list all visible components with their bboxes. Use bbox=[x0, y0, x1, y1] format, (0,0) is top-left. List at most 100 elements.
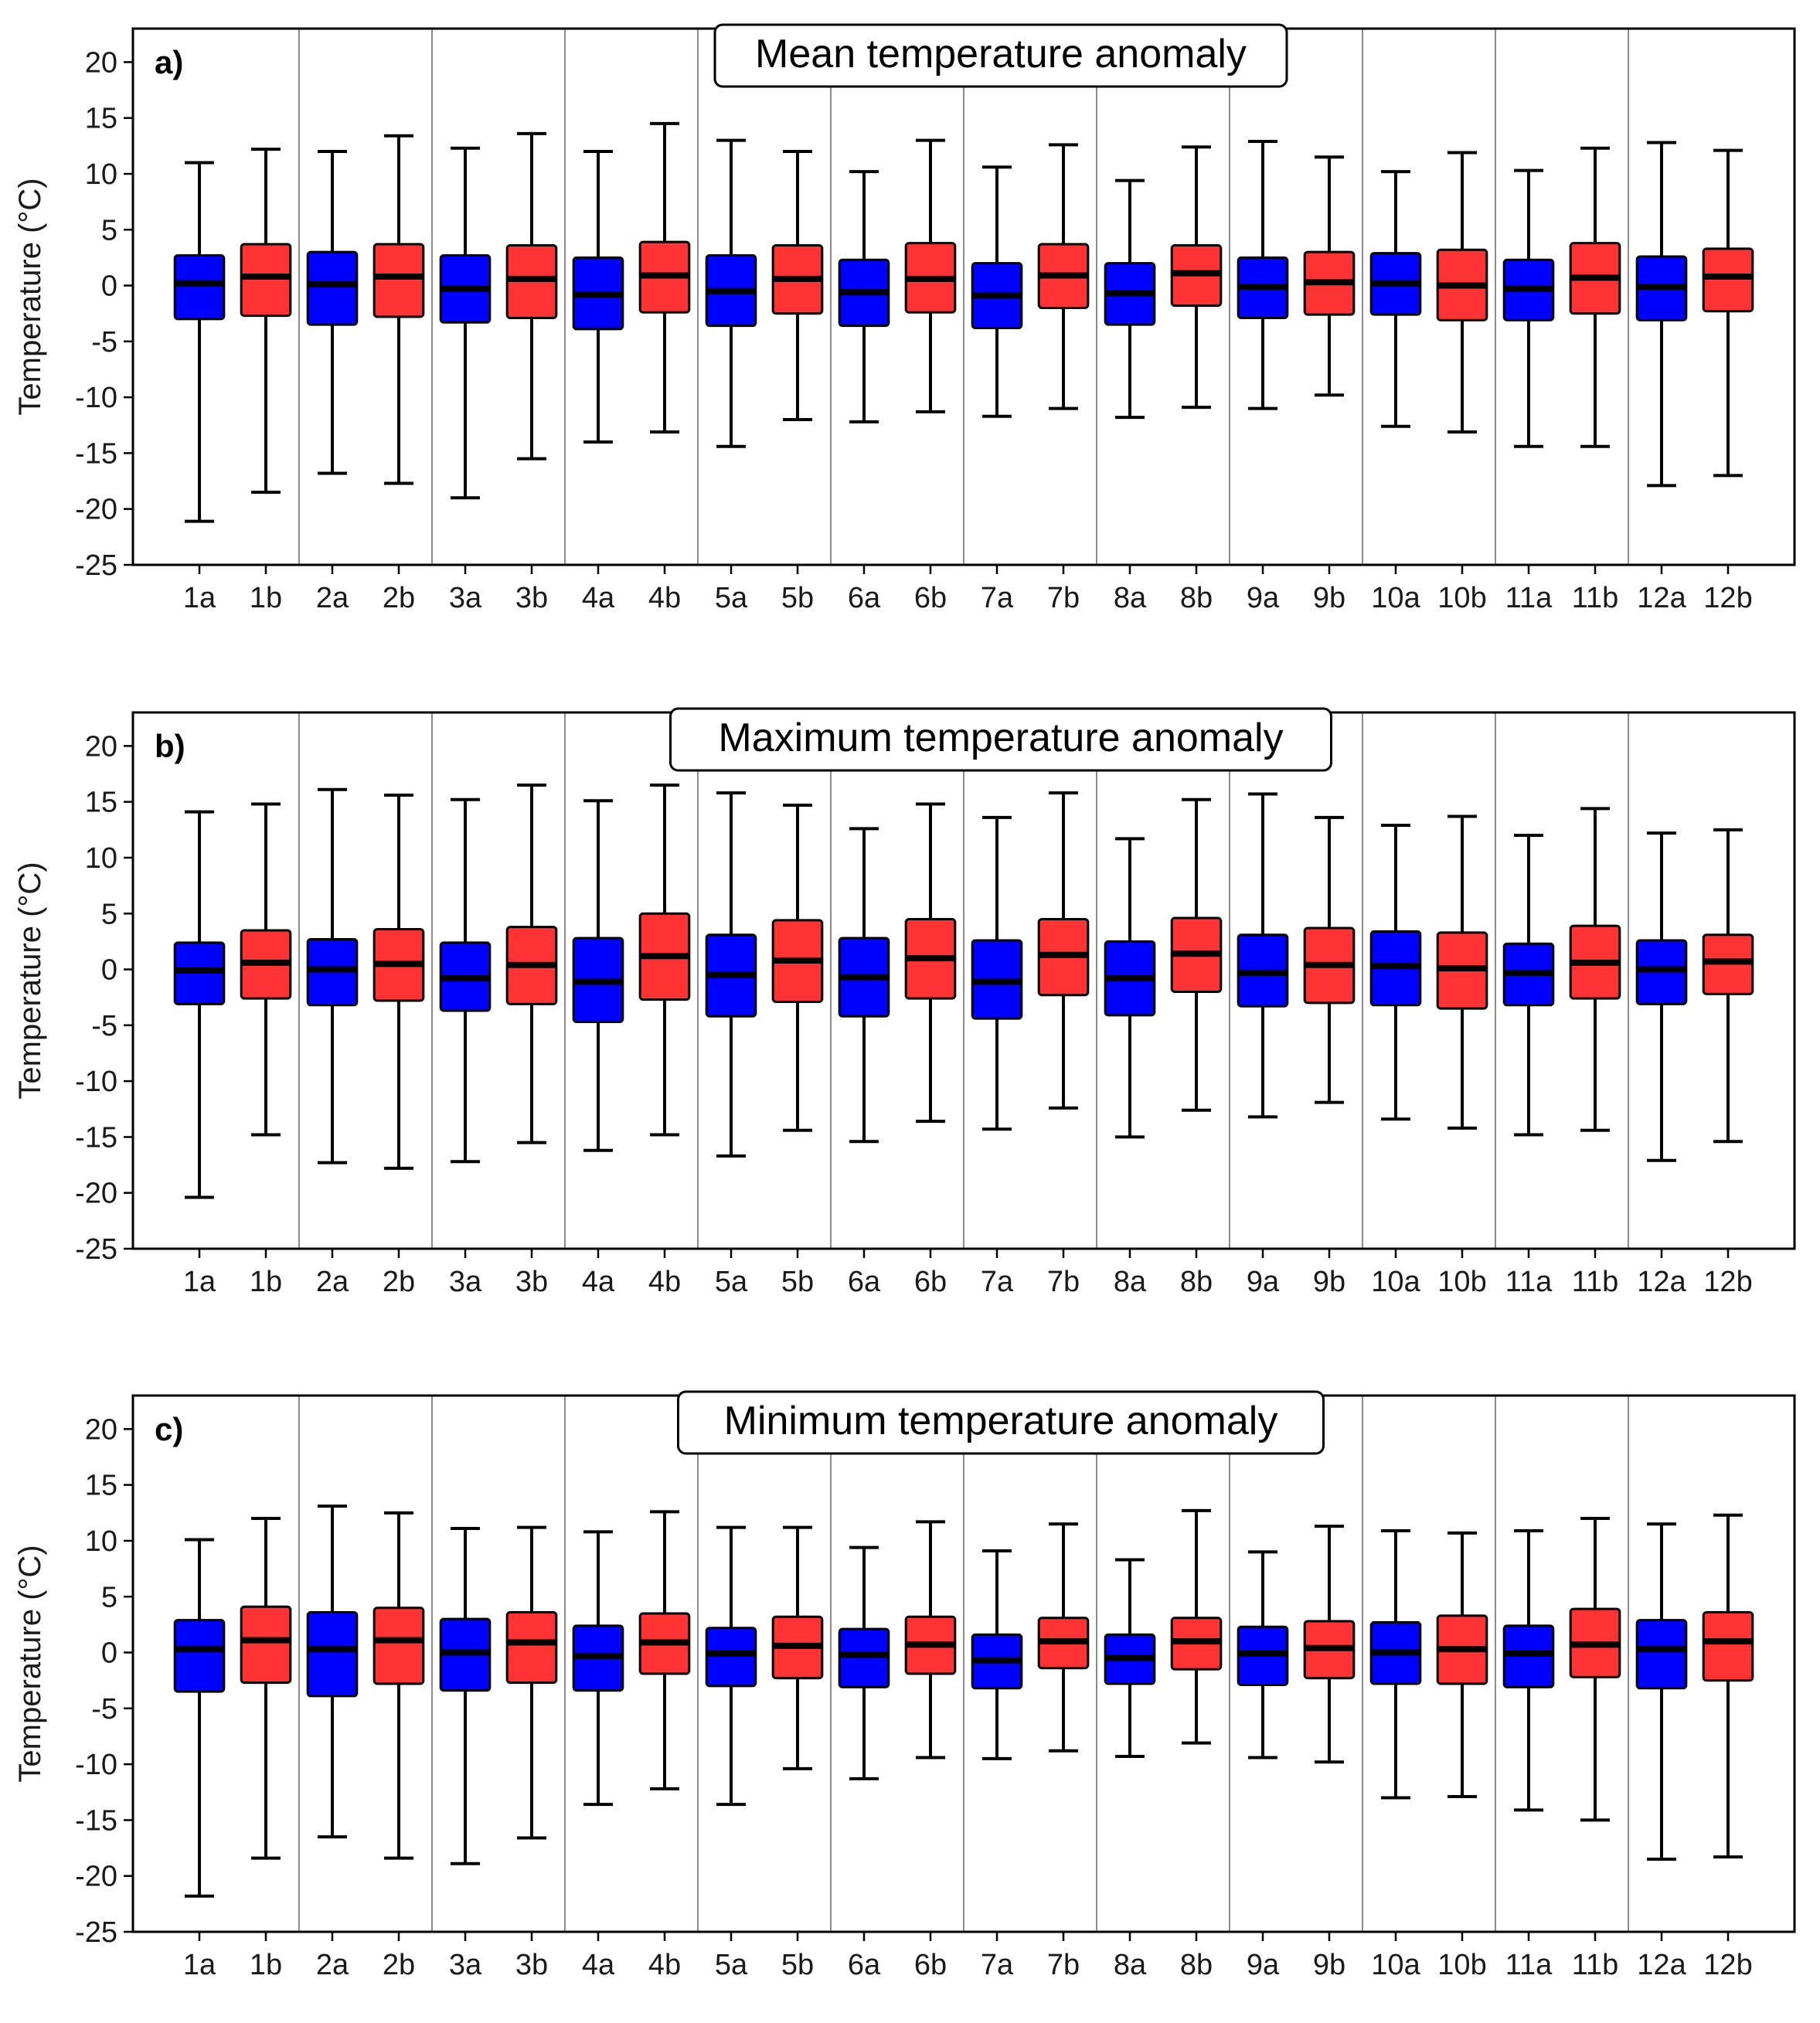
box-7a bbox=[971, 815, 1023, 1131]
panel-minimum-temperature: Temperature (°C) 20 15 10 5 0 -5 -10 -15 -20 -25 1a… bbox=[13, 1390, 1796, 1981]
box-body bbox=[240, 1605, 292, 1685]
box-3a bbox=[439, 1527, 492, 1865]
panel-label: a) bbox=[155, 44, 183, 80]
x-tick-label: 4b bbox=[648, 1949, 681, 1981]
x-tick-label: 12a bbox=[1637, 1949, 1686, 1981]
y-tick-label: 10 bbox=[85, 1525, 117, 1558]
box-body bbox=[505, 1610, 558, 1685]
box-body bbox=[173, 254, 226, 321]
x-tick-label: 10a bbox=[1371, 1949, 1420, 1981]
x-tick-label: 12a bbox=[1637, 582, 1686, 614]
box-5a bbox=[705, 138, 757, 448]
x-tick-label: 3b bbox=[515, 582, 548, 614]
x-tick-label: 1b bbox=[250, 1266, 282, 1298]
box-11b bbox=[1569, 146, 1621, 448]
box-8a bbox=[1104, 1558, 1156, 1759]
x-tick-label: 3a bbox=[449, 1949, 482, 1981]
box-10b bbox=[1436, 814, 1488, 1130]
box-2b bbox=[373, 1511, 425, 1860]
y-tick-label: 10 bbox=[85, 842, 117, 875]
box-body bbox=[373, 243, 425, 318]
box-5a bbox=[705, 791, 757, 1158]
box-4b bbox=[638, 121, 691, 434]
y-tick-label: 20 bbox=[85, 1413, 117, 1446]
y-tick-label: 20 bbox=[85, 730, 117, 763]
box-11a bbox=[1502, 168, 1555, 448]
x-tick-label: 5b bbox=[781, 582, 814, 614]
box-6b bbox=[904, 1520, 957, 1760]
y-tick-label: 0 bbox=[101, 954, 117, 987]
box-8b bbox=[1170, 1508, 1223, 1745]
box-10b bbox=[1436, 151, 1488, 434]
box-10a bbox=[1369, 1528, 1422, 1800]
x-tick-label: 8b bbox=[1180, 582, 1213, 614]
x-tick-label: 7a bbox=[981, 1949, 1014, 1981]
x-tick-label: 3b bbox=[515, 1266, 548, 1298]
x-tick-label: 1b bbox=[250, 582, 282, 614]
x-tick-label: 6b bbox=[914, 1949, 947, 1981]
x-tick-label: 9b bbox=[1313, 1266, 1345, 1298]
x-tick-label: 4a bbox=[582, 1266, 615, 1298]
y-tick-label: -20 bbox=[75, 1178, 117, 1210]
box-5a bbox=[705, 1525, 757, 1807]
x-tick-label: 9b bbox=[1313, 582, 1345, 614]
box-1b bbox=[240, 802, 292, 1137]
y-tick-label: 5 bbox=[101, 214, 117, 246]
box-12a bbox=[1635, 141, 1688, 488]
y-tick-label: 20 bbox=[85, 46, 117, 79]
x-tick-label: 10a bbox=[1371, 1266, 1420, 1298]
box-12b bbox=[1702, 828, 1754, 1144]
panel-maximum-temperature: Temperature (°C) 20 15 10 5 0 -5 -10 -15 -20 -25 1a… bbox=[13, 707, 1796, 1298]
y-tick-label: -5 bbox=[91, 1010, 117, 1042]
x-tick-label: 1a bbox=[183, 1949, 216, 1981]
box-3b bbox=[505, 783, 558, 1144]
box-9a bbox=[1237, 1550, 1289, 1760]
x-tick-label: 9a bbox=[1247, 1266, 1280, 1298]
x-tick-label: 7b bbox=[1047, 1266, 1080, 1298]
y-tick-label: 5 bbox=[101, 1581, 117, 1613]
x-tick-label: 12b bbox=[1703, 1266, 1752, 1298]
x-tick-label: 1a bbox=[183, 1266, 216, 1298]
box-9b bbox=[1303, 1525, 1356, 1764]
box-body bbox=[705, 1627, 757, 1688]
y-tick-label: -10 bbox=[75, 1749, 117, 1781]
y-tick-label: -25 bbox=[75, 549, 117, 582]
x-tick-label: 1a bbox=[183, 582, 216, 614]
box-5b bbox=[771, 804, 824, 1132]
box-4a bbox=[572, 1530, 624, 1807]
box-12a bbox=[1635, 831, 1688, 1162]
box-11b bbox=[1569, 1517, 1621, 1822]
box-10a bbox=[1369, 824, 1422, 1121]
box-7b bbox=[1037, 1522, 1090, 1753]
x-tick-label: 2a bbox=[316, 1949, 349, 1981]
panel-label: b) bbox=[155, 728, 185, 764]
x-tick-label: 8a bbox=[1114, 1266, 1147, 1298]
box-7a bbox=[971, 1549, 1023, 1760]
x-tick-label: 3b bbox=[515, 1949, 548, 1981]
x-tick-label: 10b bbox=[1437, 1266, 1486, 1298]
x-tick-label: 2b bbox=[383, 1266, 415, 1298]
box-body bbox=[1702, 1610, 1754, 1682]
x-tick-label: 11a bbox=[1505, 1949, 1553, 1981]
title-box bbox=[677, 1390, 1325, 1455]
x-tick-label: 4a bbox=[582, 582, 615, 614]
x-tick-label: 4b bbox=[648, 1266, 681, 1298]
x-tick-label: 9a bbox=[1247, 582, 1280, 614]
box-body bbox=[373, 1606, 425, 1685]
box-6a bbox=[838, 1545, 890, 1780]
box-6a bbox=[838, 170, 890, 423]
y-tick-label: -15 bbox=[75, 1121, 117, 1154]
x-tick-label: 5b bbox=[781, 1266, 814, 1298]
x-tick-label: 10b bbox=[1437, 582, 1486, 614]
box-8b bbox=[1170, 797, 1223, 1112]
box-7a bbox=[971, 165, 1023, 418]
box-4b bbox=[638, 1510, 691, 1790]
box-body bbox=[1635, 1619, 1688, 1690]
title-box bbox=[713, 23, 1288, 88]
y-tick-label: -5 bbox=[91, 326, 117, 359]
box-6b bbox=[904, 802, 957, 1124]
x-tick-label: 6a bbox=[848, 1266, 881, 1298]
x-tick-label: 5b bbox=[781, 1949, 814, 1981]
y-tick-label: 10 bbox=[85, 158, 117, 191]
